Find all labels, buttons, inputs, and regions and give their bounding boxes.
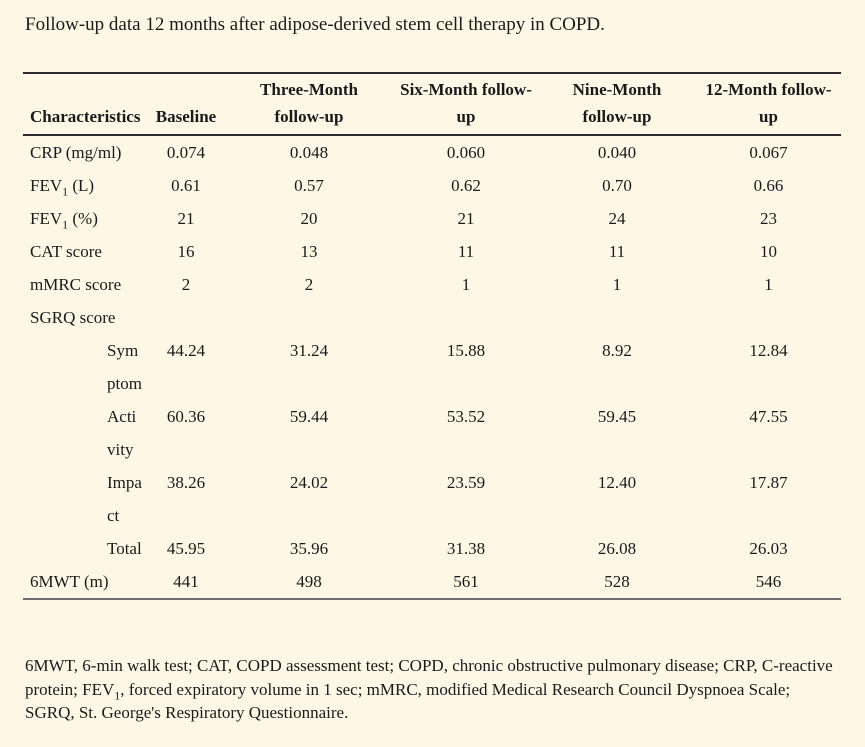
cell-value: 53.52: [446, 407, 486, 426]
table-row-sgrq-activity: Acti vity 60.36 59.44 53.52 59.45 47.55: [23, 400, 841, 466]
cell-value: 0.61: [171, 176, 201, 195]
cell-value: 24.02: [289, 473, 329, 492]
table-row-sgrq-symptom: Sym ptom 44.24 31.24 15.88 8.92 12.84: [23, 334, 841, 400]
cell-value: 11: [457, 242, 475, 261]
cell-value: [394, 301, 538, 334]
table-row-crp: CRP (mg/ml) 0.074 0.048 0.060 0.040 0.06…: [23, 135, 841, 169]
cell-value: 24: [608, 209, 626, 228]
cell-value: 8.92: [602, 341, 632, 360]
cell-value: 546: [755, 572, 782, 591]
cell-value: 1: [461, 275, 471, 294]
row-label: FEV1 (%): [30, 209, 98, 232]
cell-value: 13: [300, 242, 318, 261]
cell-value: 0.067: [749, 143, 788, 162]
page-title: Follow-up data 12 months after adipose-d…: [25, 14, 605, 35]
cell-value: 59.44: [289, 407, 329, 426]
cell-value: 441: [173, 572, 199, 591]
table-row-mmrc: mMRC score 2 2 1 1 1: [23, 268, 841, 301]
cell-value: 561: [453, 572, 479, 591]
row-label: mMRC score: [30, 275, 122, 294]
row-label: CAT score: [30, 242, 102, 261]
cell-value: 0.62: [451, 176, 481, 195]
cell-value: 21: [457, 209, 475, 228]
cell-value: 0.060: [446, 143, 486, 162]
cell-value: 12.40: [597, 473, 637, 492]
table-body: CRP (mg/ml) 0.074 0.048 0.060 0.040 0.06…: [23, 135, 841, 599]
table-row-sgrq: SGRQ score: [23, 301, 841, 334]
cell-value: 26.03: [749, 539, 788, 558]
row-label: Sym ptom: [107, 341, 142, 393]
cell-value: 47.55: [749, 407, 788, 426]
row-label: CRP (mg/ml): [30, 143, 122, 162]
cell-value: 0.040: [597, 143, 637, 162]
cell-value: [148, 301, 224, 334]
cell-value: 60.36: [166, 407, 206, 426]
cell-value: [224, 301, 394, 334]
cell-value: 528: [604, 572, 630, 591]
table-row-fev-l: FEV1 (L) 0.61 0.57 0.62 0.70 0.66: [23, 169, 841, 202]
cell-value: 31.38: [446, 539, 486, 558]
document-page: Follow-up data 12 months after adipose-d…: [23, 14, 842, 725]
column-header-six-month: Six-Month follow-up: [394, 73, 538, 136]
cell-value: 0.048: [289, 143, 329, 162]
cell-value: 21: [177, 209, 195, 228]
cell-value: [696, 301, 841, 334]
cell-value: 2: [304, 275, 314, 294]
column-header-nine-month: Nine-Month follow-up: [538, 73, 696, 136]
cell-value: 1: [764, 275, 773, 294]
cell-value: 1: [612, 275, 622, 294]
cell-value: 31.24: [289, 341, 329, 360]
cell-value: [538, 301, 696, 334]
row-label: Impa ct: [107, 473, 142, 525]
cell-value: 35.96: [289, 539, 329, 558]
table-row-6mwt: 6MWT (m) 441 498 561 528 546: [23, 565, 841, 599]
cell-value: 0.70: [602, 176, 632, 195]
cell-value: 12.84: [749, 341, 788, 360]
followup-table: Characteristics Baseline Three-Month foll…: [23, 72, 841, 600]
cell-value: 23: [760, 209, 777, 228]
cell-value: 59.45: [597, 407, 637, 426]
cell-value: 10: [760, 242, 777, 261]
cell-value: 16: [177, 242, 195, 261]
table-row-sgrq-impact: Impa ct 38.26 24.02 23.59 12.40 17.87: [23, 466, 841, 532]
column-header-three-month: Three-Month follow-up: [224, 73, 394, 136]
cell-value: 44.24: [166, 341, 206, 360]
cell-value: 15.88: [446, 341, 486, 360]
cell-value: 20: [300, 209, 318, 228]
cell-value: 0.66: [753, 176, 784, 195]
cell-value: 45.95: [166, 539, 206, 558]
table-row-fev-pct: FEV1 (%) 21 20 21 24 23: [23, 202, 841, 235]
cell-value: 23.59: [446, 473, 486, 492]
footnote: 6MWT, 6-min walk test; CAT, COPD assessm…: [25, 656, 833, 722]
cell-value: 38.26: [166, 473, 206, 492]
row-label: FEV1 (L): [30, 176, 95, 199]
table-header: Characteristics Baseline Three-Month foll…: [23, 73, 841, 136]
cell-value: 0.57: [294, 176, 324, 195]
cell-value: 498: [296, 572, 322, 591]
table-row-sgrq-total: Total 45.95 35.96 31.38 26.08 26.03: [23, 532, 841, 565]
column-header-baseline: Baseline: [148, 73, 224, 136]
row-label: 6MWT (m): [30, 572, 109, 591]
row-label: Total: [107, 539, 142, 558]
column-header-characteristics: Characteristics: [23, 73, 148, 136]
cell-value: 17.87: [749, 473, 788, 492]
column-header-twelve-month: 12-Month follow-up: [696, 73, 841, 136]
cell-value: 0.074: [166, 143, 206, 162]
cell-value: 26.08: [597, 539, 637, 558]
cell-value: 2: [181, 275, 191, 294]
table-row-cat: CAT score 16 13 11 11 10: [23, 235, 841, 268]
cell-value: 11: [608, 242, 626, 261]
row-label: SGRQ score: [30, 308, 116, 327]
row-label: Acti vity: [107, 407, 137, 459]
header-row: Characteristics Baseline Three-Month foll…: [23, 73, 841, 136]
